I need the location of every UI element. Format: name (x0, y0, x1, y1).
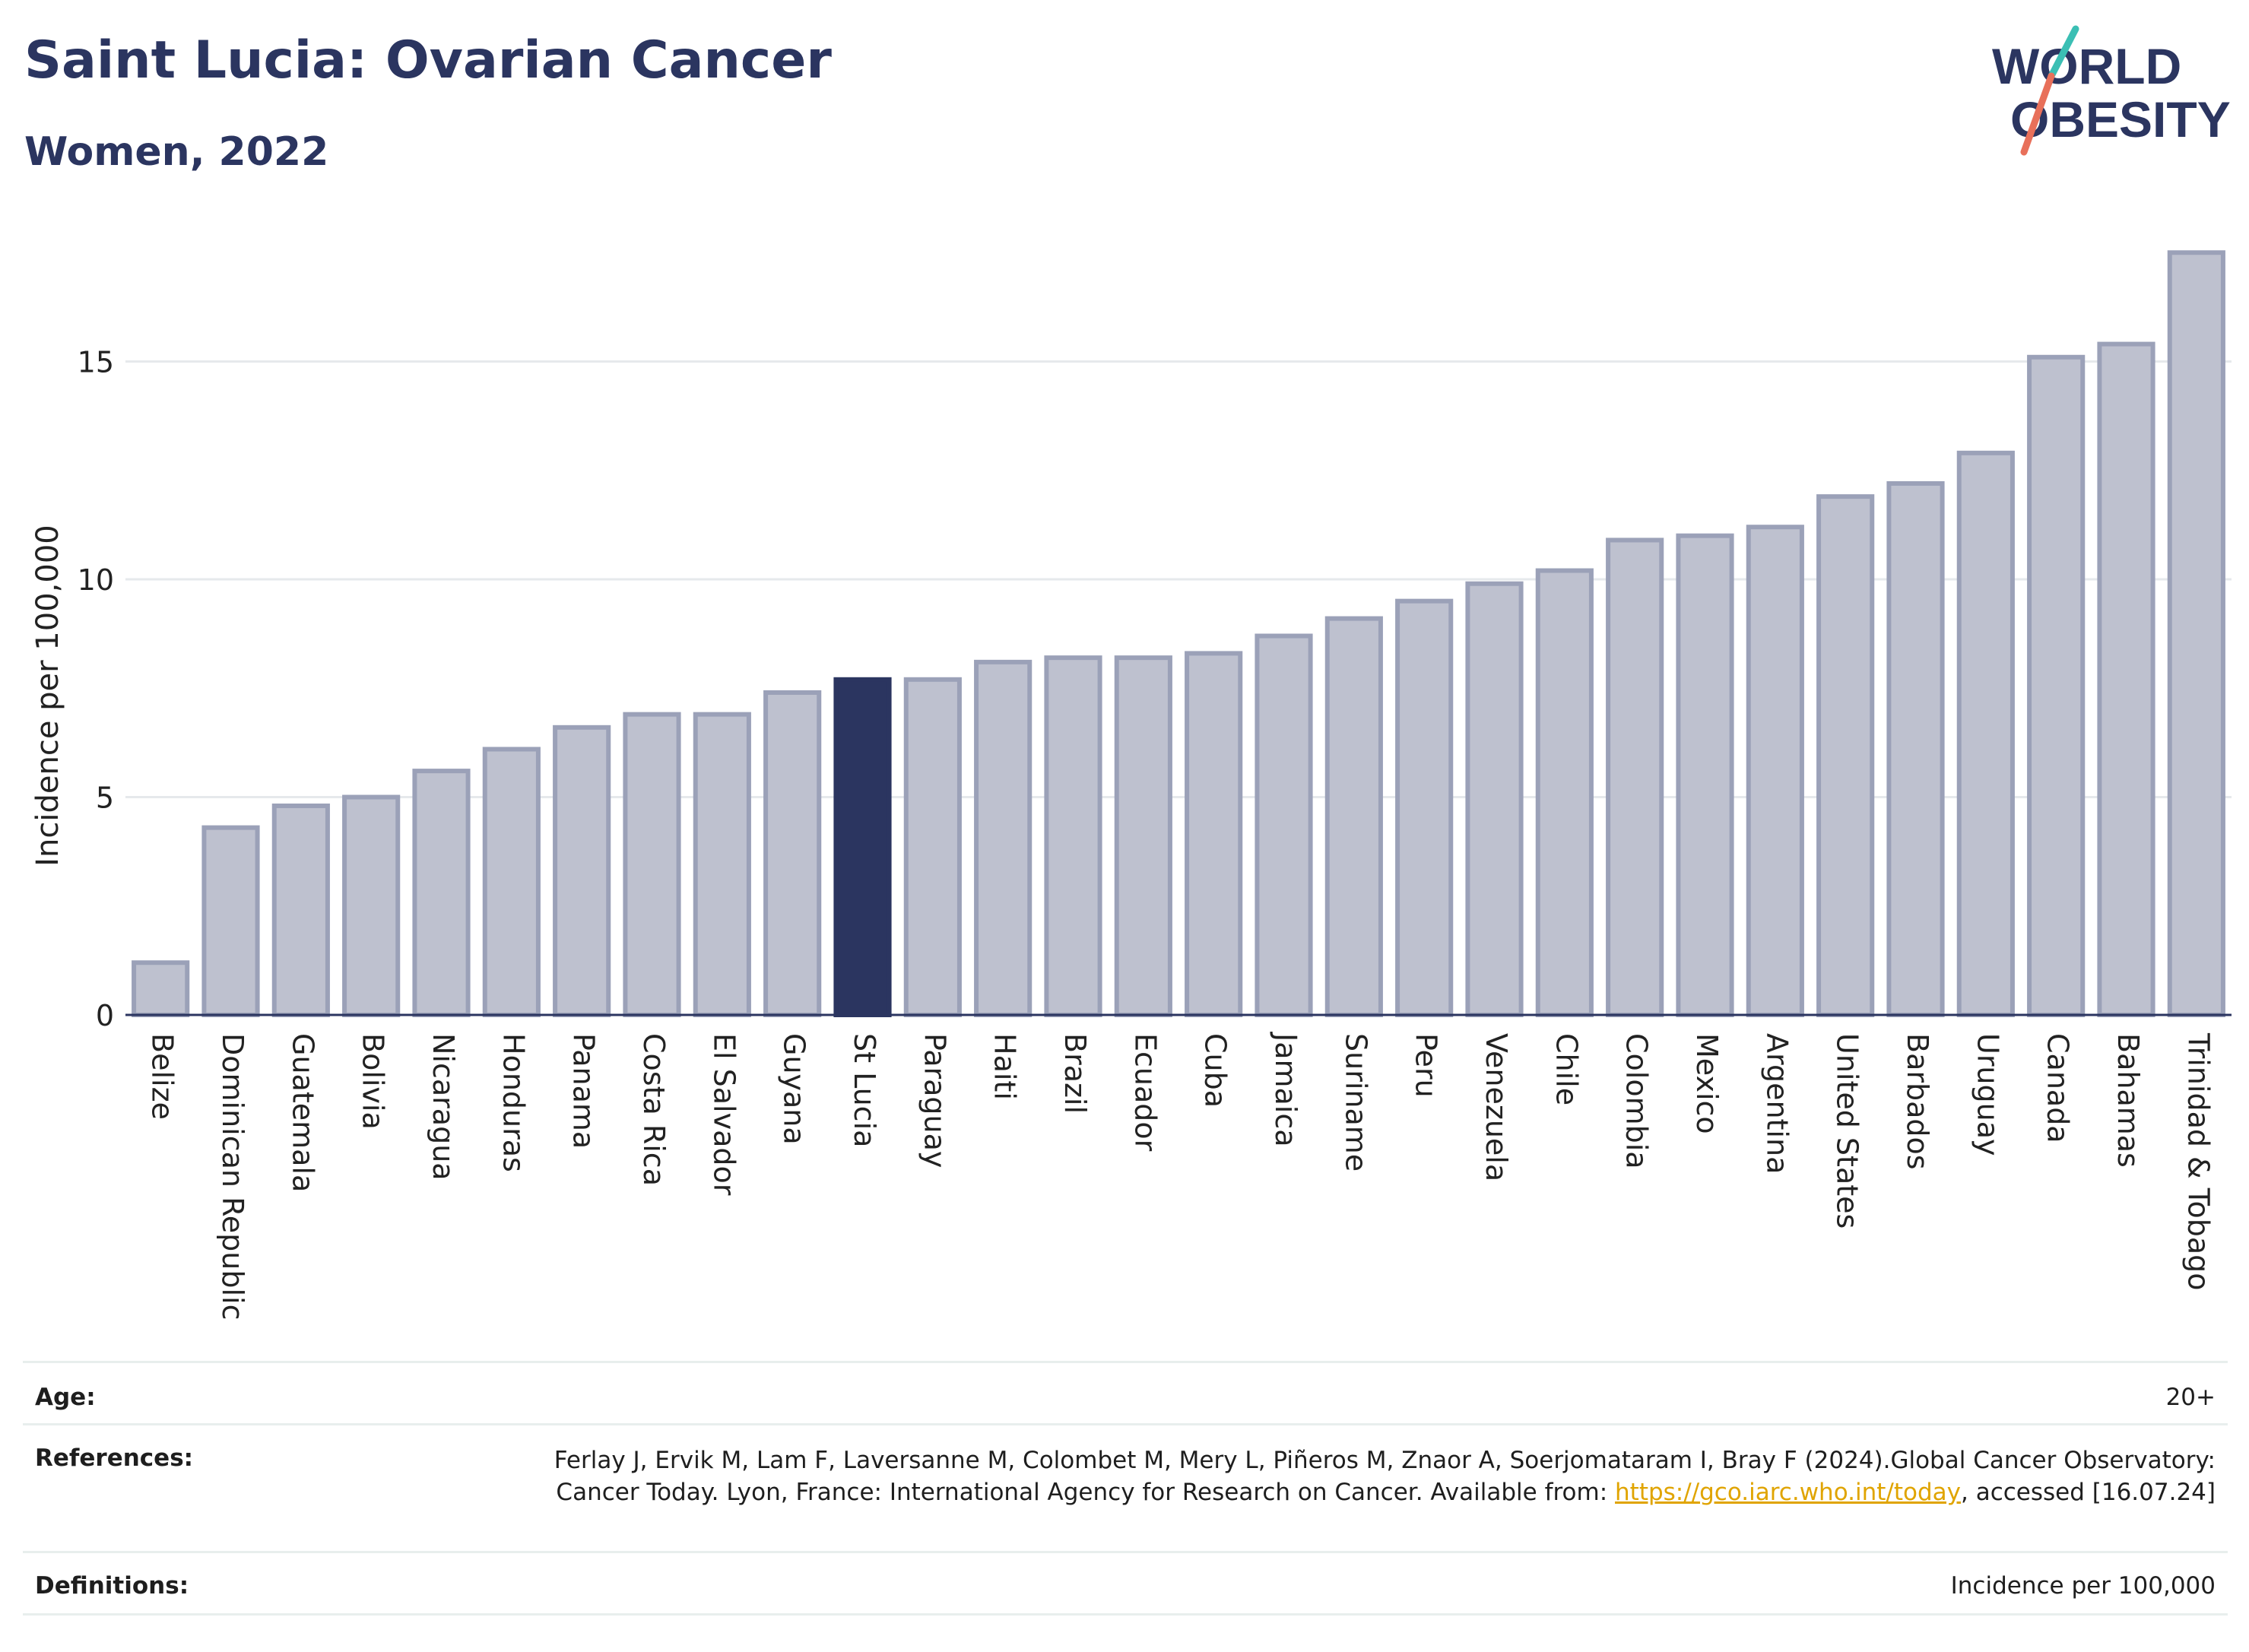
divider (23, 1361, 2228, 1363)
bar (1114, 655, 1172, 1017)
bar (1324, 616, 1383, 1017)
x-tick-label: Mexico (1690, 1033, 1724, 1134)
bar (2167, 250, 2225, 1017)
references-link[interactable]: https://gco.iarc.who.int/today (1615, 1479, 1961, 1506)
age-label: Age: (35, 1384, 96, 1411)
y-tick-label: 5 (96, 782, 114, 815)
x-tick-label: Uruguay (1971, 1033, 2004, 1156)
bar (553, 725, 611, 1017)
logo-line1: WORLD (1992, 38, 2181, 94)
bar (1465, 581, 1524, 1017)
x-tick-label: Peru (1410, 1033, 1443, 1098)
x-tick-label: Colombia (1620, 1033, 1654, 1169)
bar (482, 747, 541, 1017)
divider (23, 1551, 2228, 1553)
x-tick-label: Canada (2041, 1033, 2075, 1143)
page-title: Saint Lucia: Ovarian Cancer (24, 30, 832, 90)
bar (623, 712, 681, 1017)
bar (1816, 494, 1875, 1017)
bar (763, 690, 822, 1017)
logo-slash-coral (2020, 72, 2055, 156)
x-tick-label: Honduras (496, 1033, 530, 1172)
bar-chart: 0 5 10 15 Incidence per 100,000 Belize Dominic… (30, 250, 2232, 1320)
logo-line2: OBESITY (2010, 91, 2231, 147)
bar (2097, 341, 2155, 1017)
references-row: References: Ferlay J, Ervik M, Lam F, La… (23, 1444, 2228, 1543)
y-tick-label: 15 (78, 346, 114, 379)
y-tick-label: 10 (78, 563, 114, 597)
divider (23, 1423, 2228, 1425)
x-tick-label: Jamaica (1269, 1032, 1302, 1147)
logo-slash-teal (2048, 25, 2079, 80)
divider (23, 1613, 2228, 1616)
x-tick-label: Nicaragua (427, 1033, 460, 1181)
references-value: Ferlay J, Ervik M, Lam F, Laversanne M, … (467, 1444, 2216, 1508)
x-tick-label: Bolivia (357, 1033, 390, 1130)
bar (974, 659, 1033, 1017)
y-tick-label: 0 (96, 999, 114, 1032)
references-text: Ferlay J, Ervik M, Lam F, Laversanne M, … (554, 1447, 2216, 1506)
definitions-row: Definitions: Incidence per 100,000 (23, 1572, 2228, 1610)
x-tick-label: Bahamas (2111, 1033, 2145, 1168)
x-tick-label: Guatemala (286, 1033, 319, 1192)
x-tick-label: Argentina (1760, 1033, 1794, 1174)
age-value: 20+ (2165, 1384, 2216, 1411)
bar (1185, 651, 1243, 1017)
x-tick-label: Panama (567, 1033, 601, 1149)
x-tick-label: Guyana (778, 1033, 811, 1145)
x-tick-label: Chile (1550, 1033, 1583, 1105)
bar (132, 960, 190, 1017)
x-tick-label: Venezuela (1480, 1033, 1513, 1181)
bar (1255, 633, 1313, 1017)
x-tick-label: Ecuador (1128, 1033, 1162, 1152)
y-axis-label: Incidence per 100,000 (30, 525, 65, 867)
x-tick-label: Trinidad & Tobago (2181, 1032, 2215, 1291)
references-label: References: (35, 1444, 194, 1472)
bar (201, 825, 260, 1017)
page-subtitle: Women, 2022 (24, 129, 329, 175)
bar (2027, 354, 2086, 1017)
bar (1746, 525, 1804, 1017)
x-tick-label: Suriname (1339, 1033, 1372, 1172)
definitions-label: Definitions: (35, 1572, 189, 1600)
bar (1395, 598, 1454, 1017)
bar (412, 769, 471, 1017)
x-tick-label: Haiti (988, 1033, 1022, 1100)
bar (1676, 533, 1734, 1017)
age-row: Age: 20+ (23, 1384, 2228, 1422)
bar (1886, 480, 1945, 1017)
x-tick-label: El Salvador (707, 1033, 741, 1196)
bar (1956, 450, 2015, 1017)
x-tick-label: St Lucia (848, 1033, 881, 1147)
references-tail: , accessed [16.07.24] (1960, 1479, 2216, 1506)
x-tick-label: Barbados (1901, 1033, 1934, 1170)
definitions-value: Incidence per 100,000 (1950, 1572, 2216, 1600)
x-tick-label: United States (1831, 1033, 1864, 1229)
bar (271, 803, 330, 1017)
bar (1044, 655, 1102, 1017)
x-tick-label: Cuba (1199, 1033, 1232, 1108)
world-obesity-logo: WORLD OBESITY (1992, 25, 2231, 156)
bar (693, 712, 751, 1017)
x-tick-label: Paraguay (918, 1033, 951, 1168)
bar-highlight (833, 677, 892, 1017)
bar (1535, 568, 1594, 1017)
x-tick-label: Brazil (1058, 1033, 1092, 1114)
bar (342, 794, 401, 1017)
x-tick-label: Belize (146, 1033, 179, 1120)
bar (903, 677, 962, 1017)
x-tick-label: Costa Rica (637, 1033, 671, 1186)
bar (1606, 537, 1664, 1017)
x-tick-label: Dominican Republic (216, 1033, 249, 1320)
